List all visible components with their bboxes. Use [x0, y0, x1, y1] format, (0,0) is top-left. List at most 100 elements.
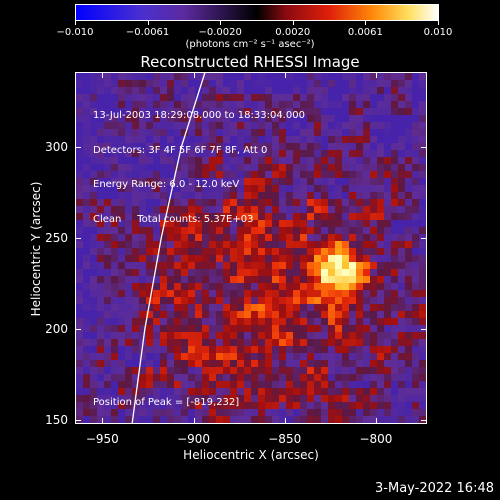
heatmap-cell: [132, 339, 140, 347]
heatmap-cell: [293, 87, 301, 95]
heatmap-cell: [391, 220, 399, 228]
heatmap-cell: [132, 115, 140, 123]
heatmap-cell: [258, 241, 266, 249]
heatmap-cell: [293, 402, 301, 410]
heatmap-cell: [377, 276, 385, 284]
heatmap-cell: [97, 108, 105, 116]
heatmap-cell: [230, 129, 238, 137]
heatmap-cell: [97, 157, 105, 165]
heatmap-cell: [111, 269, 119, 277]
heatmap-cell: [111, 136, 119, 144]
heatmap-cell: [153, 206, 161, 214]
heatmap-cell: [272, 192, 280, 200]
heatmap-cell: [370, 171, 378, 179]
heatmap-cell: [125, 346, 133, 354]
heatmap-cell: [146, 185, 154, 193]
heatmap-cell: [237, 115, 245, 123]
heatmap-cell: [104, 332, 112, 340]
heatmap-cell: [167, 360, 175, 368]
heatmap-cell: [90, 297, 98, 305]
heatmap-cell: [321, 248, 329, 256]
heatmap-cell: [377, 325, 385, 333]
heatmap-cell: [223, 388, 231, 396]
heatmap-cell: [335, 290, 343, 298]
heatmap-cell: [97, 339, 105, 347]
heatmap-cell: [76, 241, 84, 249]
heatmap-cell: [237, 248, 245, 256]
heatmap-cell: [181, 255, 189, 263]
heatmap-cell: [251, 402, 259, 410]
heatmap-cell: [153, 283, 161, 291]
heatmap-cell: [174, 283, 182, 291]
heatmap-cell: [97, 227, 105, 235]
heatmap-cell: [405, 416, 413, 423]
heatmap-cell: [335, 311, 343, 319]
heatmap-cell: [223, 129, 231, 137]
heatmap-cell: [160, 73, 168, 81]
heatmap-cell: [335, 129, 343, 137]
heatmap-cell: [195, 241, 203, 249]
heatmap-cell: [188, 255, 196, 263]
heatmap-cell: [377, 311, 385, 319]
heatmap-cell: [230, 283, 238, 291]
heatmap-cell: [286, 318, 294, 326]
heatmap-cell: [181, 318, 189, 326]
heatmap-cell: [209, 157, 217, 165]
heatmap-cell: [97, 388, 105, 396]
heatmap-cell: [307, 402, 315, 410]
heatmap-cell: [363, 332, 371, 340]
heatmap-cell: [300, 395, 308, 403]
heatmap-cell: [398, 199, 406, 207]
heatmap-cell: [167, 339, 175, 347]
heatmap-cell: [370, 283, 378, 291]
heatmap-cell: [132, 80, 140, 88]
heatmap-cell: [356, 108, 364, 116]
heatmap-cell: [363, 178, 371, 186]
heatmap-cell: [83, 185, 91, 193]
heatmap-cell: [174, 129, 182, 137]
heatmap-cell: [349, 339, 357, 347]
heatmap-cell: [349, 332, 357, 340]
heatmap-cell: [76, 339, 84, 347]
heatmap-cell: [412, 276, 420, 284]
heatmap-cell: [293, 241, 301, 249]
heatmap-cell: [272, 304, 280, 312]
heatmap-cell: [237, 374, 245, 382]
heatmap-cell: [342, 381, 350, 389]
heatmap-cell: [342, 402, 350, 410]
heatmap-cell: [349, 304, 357, 312]
heatmap-cell: [132, 73, 140, 81]
heatmap-cell: [83, 297, 91, 305]
heatmap-cell: [272, 164, 280, 172]
heatmap-cell: [118, 339, 126, 347]
heatmap-cell: [90, 304, 98, 312]
heatmap-cell: [244, 234, 252, 242]
heatmap-cell: [328, 101, 336, 109]
heatmap-cell: [118, 178, 126, 186]
timestamp: 3-May-2022 16:48: [375, 481, 494, 496]
heatmap-cell: [314, 164, 322, 172]
heatmap-cell: [195, 220, 203, 228]
heatmap-cell: [300, 80, 308, 88]
heatmap-cell: [223, 367, 231, 375]
heatmap-cell: [174, 136, 182, 144]
heatmap-cell: [153, 101, 161, 109]
heatmap-cell: [153, 185, 161, 193]
heatmap-cell: [398, 367, 406, 375]
heatmap-cell: [265, 129, 273, 137]
heatmap-cell: [384, 115, 392, 123]
heatmap-cell: [328, 290, 336, 298]
heatmap-cell: [111, 311, 119, 319]
heatmap-cell: [321, 171, 329, 179]
heatmap-cell: [111, 178, 119, 186]
heatmap-cell: [97, 199, 105, 207]
heatmap-cell: [349, 325, 357, 333]
heatmap-cell: [181, 374, 189, 382]
heatmap-cell: [265, 143, 273, 151]
heatmap-cell: [188, 318, 196, 326]
heatmap-cell: [391, 94, 399, 102]
heatmap-cell: [272, 108, 280, 116]
heatmap-cell: [286, 276, 294, 284]
heatmap-cell: [160, 150, 168, 158]
heatmap-cell: [125, 241, 133, 249]
